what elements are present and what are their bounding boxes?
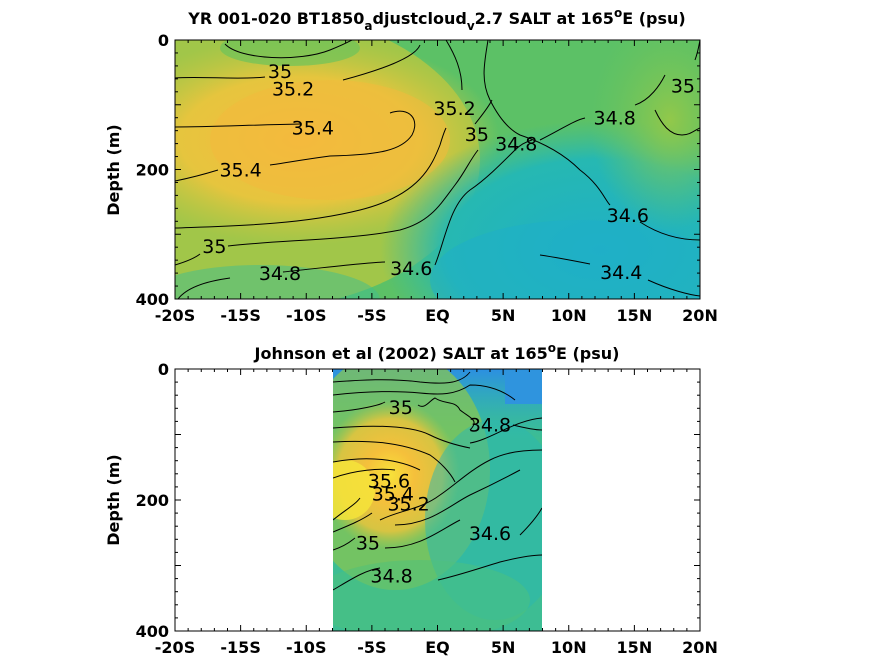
contour-label: 35: [389, 397, 413, 419]
x-tick-label: EQ: [425, 638, 450, 656]
x-tick-label: 10N: [551, 306, 587, 325]
panel1-title: YR 001-020 BT1850adjustcloudv2.7 SALT at…: [187, 6, 685, 33]
contour-label: 34.6: [607, 205, 649, 227]
contour-label: 35: [465, 124, 489, 146]
panel2-title: Johnson et al (2002) SALT at 165oE (psu): [254, 341, 620, 363]
contour-label: 34.6: [469, 523, 511, 545]
contour-label: 35.2: [387, 493, 429, 515]
x-tick-label: 15N: [617, 306, 653, 325]
contour-label: 35.2: [433, 98, 475, 120]
x-tick-label: -15S: [220, 306, 260, 325]
x-tick-label: 5N: [491, 306, 516, 325]
x-tick-label: 10N: [551, 638, 587, 656]
panel2-heatmap: [333, 369, 542, 631]
x-tick-label: 15N: [617, 638, 653, 656]
contour-label: 35.4: [292, 117, 334, 139]
panel1-ticks: -20S -15S -10S -5S EQ 5N 10N 15N 20N 0 200 400: [136, 31, 718, 325]
contour-label: 35: [671, 75, 695, 97]
panel-model: YR 001-020 BT1850adjustcloudv2.7 SALT at…: [104, 6, 718, 325]
x-tick-label: -5S: [357, 306, 386, 325]
panel1-contours: [175, 40, 700, 299]
panel2-ylabel: Depth (m): [104, 454, 123, 546]
contour-label: 35: [356, 533, 380, 555]
y-tick-label: 0: [158, 360, 169, 379]
x-tick-label: 5N: [491, 638, 516, 656]
y-tick-label: 400: [136, 290, 169, 309]
contour-label: 34.6: [390, 258, 432, 280]
x-tick-label: 20N: [682, 638, 718, 656]
panel2-contours: [333, 371, 542, 591]
x-tick-label: 20N: [682, 306, 718, 325]
panel2-contour-labels: 35 34.8 35.635.435.2 34.6 35 34.8: [356, 397, 511, 587]
y-tick-label: 200: [136, 161, 169, 180]
y-tick-label: 200: [136, 491, 169, 510]
contour-label: 34.8: [259, 263, 301, 285]
contour-label: 35.4: [372, 483, 414, 505]
y-tick-label: 400: [136, 622, 169, 641]
contour-label: 35: [268, 61, 292, 83]
contour-label: 34.8: [370, 565, 412, 587]
contour-label: 35.4: [219, 160, 261, 182]
x-tick-label: -5S: [357, 638, 386, 656]
contour-label: 34.8: [594, 108, 636, 130]
contour-label: 35: [202, 236, 226, 258]
panel1-ylabel: Depth (m): [104, 124, 123, 216]
panel2-ticks: -20S -15S -10S -5S EQ 5N 10N 15N 20N 0 200 400: [136, 360, 718, 656]
x-tick-label: -10S: [286, 638, 326, 656]
x-tick-label: -20S: [155, 306, 195, 325]
contour-label: 34.8: [495, 134, 537, 156]
x-tick-label: -10S: [286, 306, 326, 325]
contour-label: 34.4: [600, 262, 642, 284]
x-tick-label: -20S: [155, 638, 195, 656]
contour-label: 34.8: [469, 415, 511, 437]
panel1-heatmap: [175, 40, 700, 299]
contour-label: 35.6: [368, 470, 410, 492]
x-tick-label: -15S: [220, 638, 260, 656]
contour-label: 35.2: [272, 79, 314, 101]
x-tick-label: EQ: [425, 306, 450, 325]
y-tick-label: 0: [158, 31, 169, 50]
panel-observations: Johnson et al (2002) SALT at 165oE (psu): [104, 341, 718, 656]
